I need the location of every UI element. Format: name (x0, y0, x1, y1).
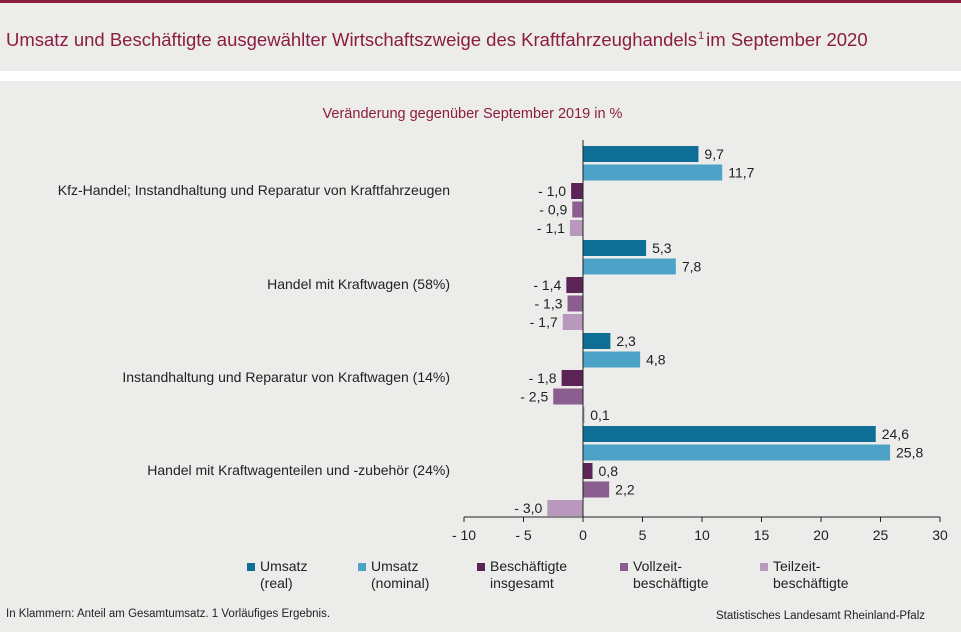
legend-label: Vollzeit-beschäftigte (633, 558, 709, 591)
data-label: - 2,5 (520, 389, 548, 405)
footnote: In Klammern: Anteil am Gesamtumsatz. 1 V… (6, 608, 331, 620)
chart-subtitle: Veränderung gegenüber September 2019 in … (322, 106, 623, 122)
bar (567, 295, 583, 312)
data-label: - 1,7 (530, 314, 558, 330)
x-tick-label: 5 (639, 527, 647, 543)
chart-title-suffix: im September 2020 (706, 29, 868, 50)
data-label: 0,1 (590, 407, 610, 423)
category-label: Kfz-Handel; Instandhaltung und Reparatur… (58, 182, 450, 198)
data-label: 25,8 (896, 445, 923, 461)
header-separator (0, 71, 961, 81)
data-label: 11,7 (728, 165, 754, 181)
title-footnote-mark: 1 (698, 30, 705, 42)
bar (583, 463, 593, 479)
data-label: - 1,0 (538, 183, 566, 199)
legend-swatch (358, 563, 366, 571)
bar (562, 314, 583, 330)
top-accent-line (0, 0, 961, 3)
legend-swatch (477, 563, 485, 571)
x-tick-label: 10 (694, 527, 710, 543)
chart-header: Umsatz und Beschäftigte ausgewählter Wir… (0, 3, 961, 71)
data-label: 2,3 (616, 333, 636, 349)
chart-title-text: Umsatz und Beschäftigte ausgewählter Wir… (6, 29, 698, 50)
data-label: - 1,3 (535, 296, 563, 312)
bar (583, 240, 647, 256)
category-label: Handel mit Kraftwagenteilen und -zubehör… (147, 462, 450, 478)
bar (583, 333, 611, 349)
bar (553, 388, 583, 405)
bar (583, 164, 723, 181)
x-tick-label: 0 (579, 527, 587, 543)
data-label: - 1,1 (537, 220, 565, 236)
data-label: 9,7 (704, 146, 724, 162)
x-tick-label: 25 (873, 527, 889, 543)
x-tick-label: - 5 (515, 527, 532, 543)
legend-label: Umsatz (nominal) (371, 558, 430, 591)
legend-label: Beschäftigte insgesamt (490, 558, 568, 591)
bar (583, 444, 891, 461)
bar (566, 277, 583, 293)
source-credit: Statistisches Landesamt Rheinland-Pfalz (715, 610, 925, 622)
bar (583, 258, 676, 275)
x-tick-label: 15 (754, 527, 770, 543)
bar (571, 183, 583, 199)
category-label: Instandhaltung und Reparatur von Kraftwa… (122, 369, 450, 385)
bar (572, 201, 583, 218)
bar (547, 500, 583, 516)
legend-swatch (247, 563, 255, 571)
data-label: - 3,0 (514, 500, 542, 516)
data-label: 4,8 (646, 352, 666, 368)
legend-swatch (760, 563, 768, 571)
data-label: 7,8 (682, 259, 702, 275)
data-label: - 1,4 (533, 277, 561, 293)
data-label: 2,2 (615, 482, 635, 498)
category-label: Handel mit Kraftwagen (58%) (267, 276, 450, 292)
x-tick-label: 30 (932, 527, 948, 543)
bar (583, 146, 699, 162)
legend-label: Teilzeit-beschäftigte (773, 558, 849, 591)
bar (583, 407, 585, 423)
x-tick-label: - 10 (452, 527, 476, 543)
data-label: 5,3 (652, 240, 672, 256)
legend-swatch (620, 563, 628, 571)
legend-label: Umsatz (real) (260, 558, 308, 591)
bar (583, 351, 641, 368)
bar (583, 481, 610, 498)
x-tick-label: 20 (813, 527, 829, 543)
bar (583, 426, 876, 442)
bar (561, 370, 583, 386)
data-label: 0,8 (599, 463, 619, 479)
data-label: - 0,9 (539, 202, 567, 218)
bar (569, 220, 583, 236)
chart-title: Umsatz und Beschäftigte ausgewählter Wir… (6, 29, 868, 51)
data-label: - 1,8 (529, 370, 557, 386)
data-label: 24,6 (882, 426, 909, 442)
